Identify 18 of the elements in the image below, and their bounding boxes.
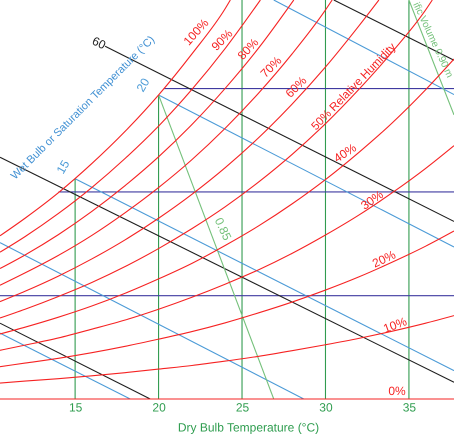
- x-tick-label: 15: [68, 400, 83, 414]
- series-label: 0%: [388, 384, 406, 398]
- text: 70%: [258, 53, 285, 80]
- text: 40%: [331, 140, 360, 166]
- x-tick-label: 30: [319, 400, 333, 414]
- x-tick-label: 35: [402, 400, 416, 414]
- text: 10%: [381, 314, 409, 336]
- text: ific Volume 0.90 m: [410, 0, 454, 80]
- x-axis-title: Dry Bulb Temperature (°C): [178, 420, 320, 434]
- text: 0.85: [212, 215, 234, 243]
- text: 20%: [370, 247, 398, 270]
- x-tick-label: 20: [152, 400, 166, 414]
- text: 60: [90, 34, 108, 52]
- text: 60%: [282, 73, 310, 100]
- text: 15: [54, 157, 73, 176]
- x-tick-label: 25: [236, 400, 250, 414]
- text: 30%: [358, 187, 386, 213]
- text: 20: [134, 75, 153, 94]
